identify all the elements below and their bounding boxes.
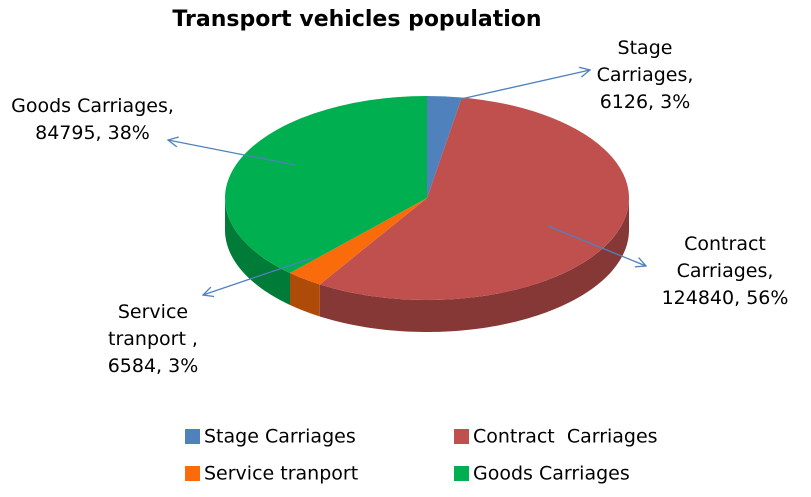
- legend-swatch: [454, 429, 469, 444]
- pie-side: [319, 198, 629, 332]
- pie: [225, 96, 629, 332]
- legend-label: Service tranport: [204, 463, 358, 485]
- pie-slice: [225, 96, 427, 273]
- data-label: Service tranport , 6584, 3%: [107, 301, 199, 377]
- pie-slice: [289, 198, 427, 285]
- chart-title: Transport vehicles population: [172, 7, 541, 32]
- leader-line: [168, 140, 296, 166]
- data-label: Goods Carriages, 84795, 38%: [11, 95, 174, 144]
- legend-label: Stage Carriages: [204, 426, 356, 448]
- pie-side: [289, 272, 320, 317]
- legend: Stage Carriages Contract Carriages Service…: [185, 426, 658, 485]
- legend-swatch: [185, 466, 200, 481]
- leader-line: [203, 257, 313, 295]
- data-label: Stage Carriages, 6126, 3%: [596, 37, 694, 113]
- leader-line: [547, 225, 646, 266]
- legend-swatch: [185, 429, 200, 444]
- pie-slice: [427, 96, 462, 198]
- pie-side: [225, 198, 290, 305]
- legend-swatch: [454, 466, 469, 481]
- legend-label: Contract Carriages: [473, 426, 658, 448]
- legend-label: Goods Carriages: [473, 463, 630, 485]
- leader-lines: [168, 70, 646, 295]
- data-label: Contract Carriages, 124840, 56%: [661, 233, 789, 309]
- leader-line: [451, 70, 590, 102]
- pie-slice: [319, 97, 629, 300]
